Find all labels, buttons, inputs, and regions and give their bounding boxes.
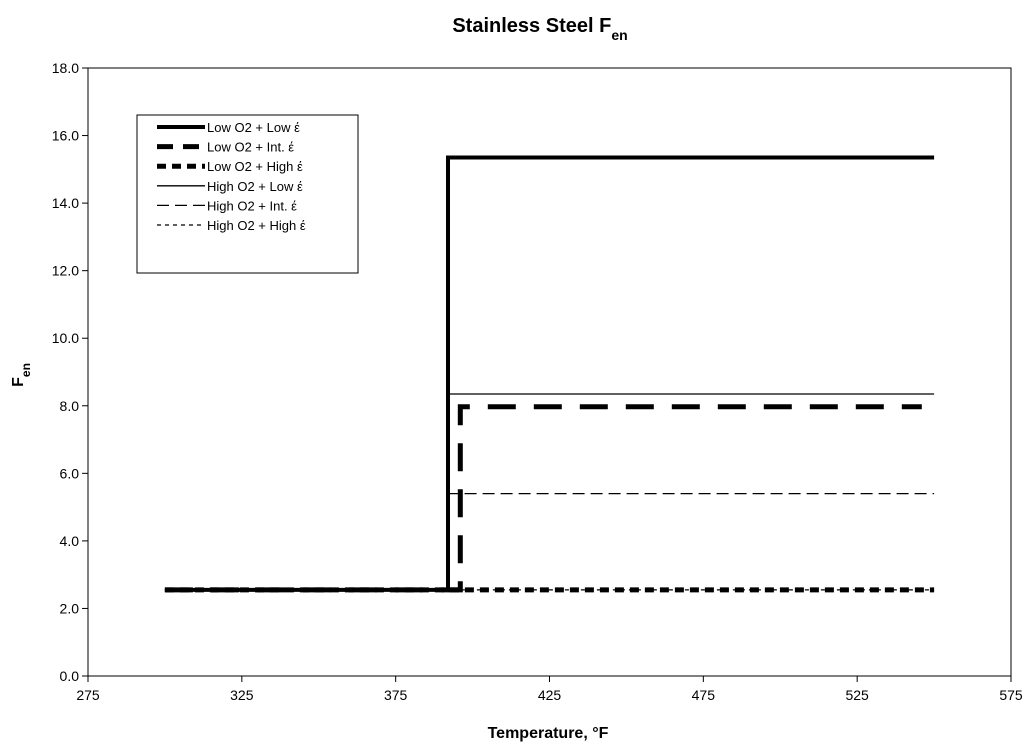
y-tick-label: 8.0 — [60, 398, 80, 414]
y-tick-label: 12.0 — [52, 263, 79, 279]
y-tick-label: 2.0 — [60, 600, 80, 616]
x-tick-label: 525 — [845, 687, 869, 703]
chart-title: Stainless Steel Fen — [452, 15, 627, 43]
y-tick-label: 6.0 — [60, 465, 80, 481]
x-tick-label: 275 — [76, 687, 100, 703]
y-tick-label: 0.0 — [60, 668, 80, 684]
y-tick-label: 14.0 — [52, 195, 79, 211]
legend-label: Low O2 + Int. έ — [207, 140, 294, 155]
x-axis: 275 325 375 425 475 525 575 — [76, 676, 1023, 703]
series-line — [164, 155, 935, 592]
y-tick-label: 16.0 — [52, 128, 79, 144]
y-tick-label: 10.0 — [52, 330, 79, 346]
legend-label: Low O2 + High έ — [207, 159, 303, 174]
x-tick-label: 325 — [230, 687, 254, 703]
x-axis-title: Temperature, °F — [488, 725, 609, 742]
legend-label: Low O2 + Low έ — [207, 120, 300, 135]
y-tick-label: 4.0 — [60, 533, 80, 549]
y-axis-title: Fen — [10, 363, 33, 387]
legend-box — [136, 114, 359, 274]
x-tick-label: 475 — [692, 687, 716, 703]
x-tick-label: 575 — [999, 687, 1023, 703]
x-tick-label: 425 — [538, 687, 562, 703]
legend: Low O2 + Low έ Low O2 + Int. έ Low O2 + Hi… — [136, 114, 359, 274]
series-layer — [164, 155, 935, 593]
y-axis: 0.0 2.0 4.0 6.0 8.0 10.0 12.0 14.0 16.0 18.0 — [52, 60, 88, 684]
legend-label: High O2 + High έ — [207, 218, 306, 233]
legend-label: High O2 + Low έ — [207, 179, 303, 194]
x-tick-label: 375 — [384, 687, 408, 703]
y-tick-label: 18.0 — [52, 60, 79, 76]
legend-label: High O2 + Int. έ — [207, 198, 297, 213]
